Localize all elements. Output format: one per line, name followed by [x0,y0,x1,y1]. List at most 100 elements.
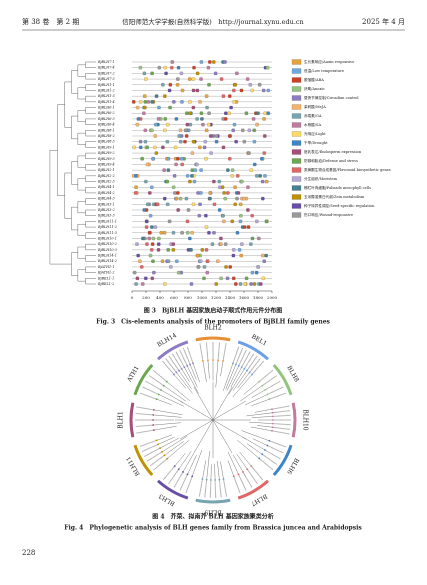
tree-branch [223,438,233,454]
cis-element [239,88,244,93]
cis-element [260,179,265,184]
cis-element [176,191,180,195]
cis-element [151,236,156,241]
cis-element [153,145,157,150]
tree-branch [189,364,197,380]
cis-element [163,282,167,286]
tree-branch [217,460,220,480]
cis-element [191,139,196,144]
leaf-label-line [199,343,204,361]
legend-label: 光响应/Light [304,131,326,136]
leaf-marker [264,389,266,391]
gene-label: BjBLH8-3 [97,140,115,144]
cis-element [165,122,170,127]
leaf-label-line [209,479,212,498]
clade-arc [237,340,270,361]
cis-element [189,282,194,286]
tree-branch [77,64,86,77]
cis-element [167,219,172,224]
leaf-label-line [250,465,264,481]
cis-element [133,191,138,195]
leaf-marker [237,364,240,367]
cis-element [161,145,165,150]
tree-branch [227,460,234,477]
cis-element [237,248,242,252]
header-date: 2025 年 4 月 [362,17,405,26]
cis-element [262,117,266,121]
clade-label: BLH10 [302,409,309,430]
tree-branch [77,110,86,122]
tree-branch [153,426,177,431]
tree-branch [77,132,86,145]
cis-element [221,145,226,150]
leaf-marker [271,415,274,418]
legend-swatch [291,113,302,119]
cis-element [222,219,226,224]
page-number: 228 [22,549,35,557]
cis-element [136,253,140,258]
tree-branch [251,389,266,398]
header-journal: 信阳师范大学学报(自然科学版) http://journal.xynu.edu.… [122,17,304,26]
leaf-marker [243,367,246,370]
leaf-marker [217,359,219,362]
tree-branch [220,360,224,377]
cis-element [228,157,232,161]
cis-element [264,219,269,224]
cis-element [246,208,250,212]
figure-4: BLH14BLH2BEL1BLH8BLH10BLH6BLH7BLH9BLH3BL… [118,325,309,516]
legend-swatch [291,185,302,191]
cis-element [134,185,138,189]
gene-label: BjBLH6-4 [97,123,115,127]
tree-branch [71,161,78,185]
tree-branch [85,107,93,114]
leaf-label-line [269,440,287,448]
cis-element [251,117,256,121]
cis-element [159,231,164,235]
cis-element [198,259,203,263]
legend-label: 脱落酸/ABA [304,77,324,82]
leaf-label-line [161,360,175,375]
leaf-label-line [271,405,290,410]
leaf-label-line [264,380,281,391]
leaf-label-line [205,342,209,361]
leaf-label-line [267,386,284,395]
cis-element [132,145,136,150]
cis-element [214,282,218,286]
cis-element [186,208,191,212]
gene-label: BjBLH9-1 [97,145,115,149]
cis-element [236,174,240,178]
cis-element [188,122,193,127]
leaf-label-line [145,380,162,391]
cis-element [233,83,237,87]
tree-branch [252,438,268,446]
tree-branch [85,278,93,285]
gene-label: BjBLH6-2 [97,111,115,115]
cis-element [262,259,266,263]
gene-label: BjBEL1-1 [97,276,114,280]
leaf-marker [242,471,244,473]
cis-element [175,83,180,87]
leaf-label-line [238,474,247,491]
cis-element [142,111,146,115]
legend-swatch [291,104,302,110]
cis-element [172,100,176,104]
legend-label: 昼夜节律控制/Circadian control [304,95,359,100]
leaf-marker [192,362,194,365]
leaf-marker [207,359,209,362]
cis-element [266,88,271,93]
tree-branch [85,73,93,80]
cis-element [157,105,161,110]
cis-element [179,71,184,76]
tree-branch [232,400,247,409]
cis-element [150,100,154,104]
clade-arc [133,363,154,396]
leaf-marker [157,443,160,446]
cis-element [256,111,260,115]
cis-element [153,225,158,229]
cis-element [173,191,177,195]
cis-element [238,219,243,224]
leaf-label-line [179,474,188,491]
tree-branch [249,422,273,424]
leaf-marker [268,398,271,401]
leaf-marker [157,393,160,396]
